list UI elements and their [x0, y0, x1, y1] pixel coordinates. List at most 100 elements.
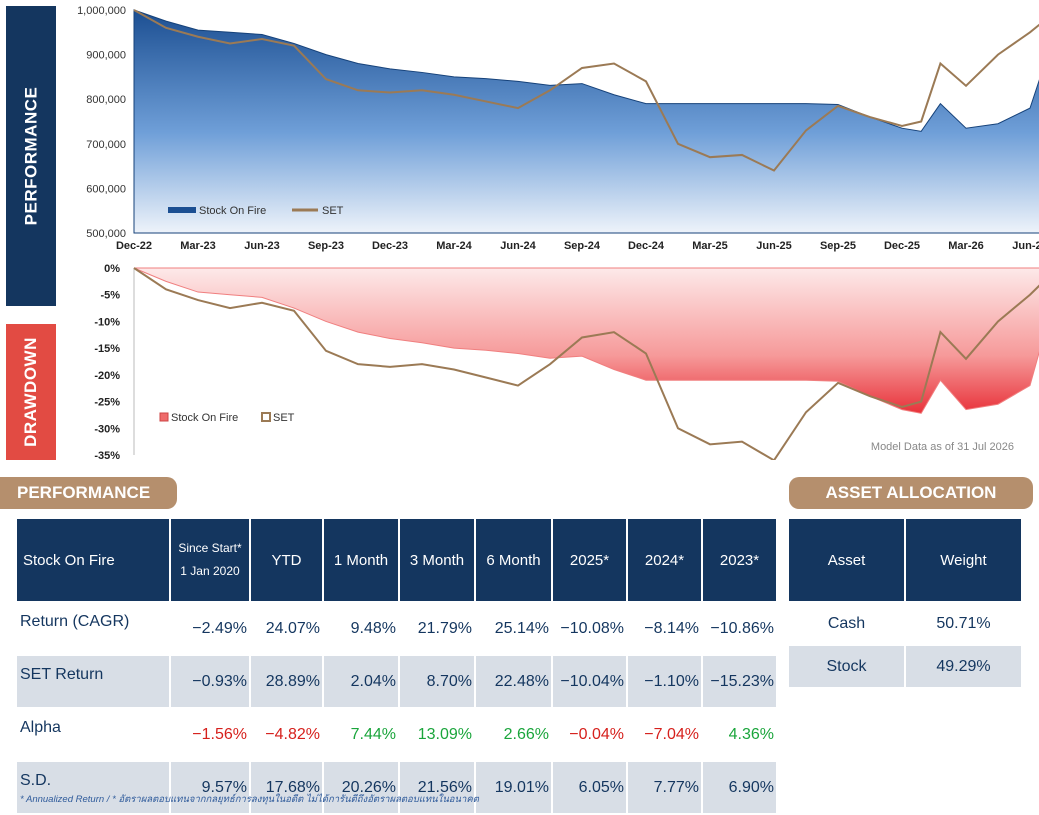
- perf-x-tick-label: Sep-24: [564, 240, 601, 252]
- dd-y-tick-label: -15%: [94, 343, 120, 355]
- table-cell: 20.26%: [324, 762, 398, 813]
- table-cell: 6.05%: [553, 762, 626, 813]
- col-header-ytd: YTD: [251, 519, 322, 601]
- perf-x-tick-label: Jun-23: [244, 240, 279, 252]
- footnote: * Annualized Return / * อัตราผลตอบแทนจาก…: [20, 794, 479, 805]
- table-cell: 13.09%: [400, 709, 474, 760]
- allocation-row: Stock 49.29%: [789, 646, 1021, 687]
- allocation-asset-cell: Stock: [789, 646, 904, 687]
- table-cell: 17.68%: [251, 762, 322, 813]
- perf-x-tick-label: Sep-23: [308, 240, 344, 252]
- drawdown-chart: 0% -5% -10% -15% -20% -25% -30% -35% Stock On Fi…: [94, 263, 1039, 460]
- asset-allocation-header: ASSET ALLOCATION: [789, 477, 1033, 509]
- table-cell: 2.04%: [324, 656, 398, 707]
- allocation-weight-cell: 49.29%: [906, 646, 1021, 687]
- table-cell: −10.04%: [553, 656, 626, 707]
- table-cell: 21.79%: [400, 603, 474, 654]
- dd-y-tick-label: -25%: [94, 397, 120, 409]
- row-label: S.D.: [17, 762, 169, 813]
- dd-legend-swatch-set: [261, 412, 271, 422]
- table-cell: 28.89%: [251, 656, 322, 707]
- table-cell: 24.07%: [251, 603, 322, 654]
- dd-y-tick-label: -5%: [100, 290, 120, 302]
- table-cell: −10.08%: [553, 603, 626, 654]
- table-cell: 9.48%: [324, 603, 398, 654]
- legend-label-set: SET: [322, 205, 344, 217]
- dd-y-tick-label: -20%: [94, 370, 120, 382]
- perf-x-tick-label: Mar-25: [692, 240, 727, 252]
- legend-swatch-stock-on-fire: [168, 207, 196, 213]
- perf-x-tick-label: Mar-24: [436, 240, 472, 252]
- dd-y-tick-label: 0%: [104, 263, 120, 275]
- dd-y-tick-label: -10%: [94, 316, 120, 328]
- row-label: SET Return: [17, 656, 169, 707]
- allocation-row: Cash 50.71%: [789, 603, 1021, 644]
- col-header-6-month: 6 Month: [476, 519, 551, 601]
- dd-y-tick-label: -30%: [94, 423, 120, 435]
- col-header-weight: Weight: [906, 519, 1021, 601]
- allocation-weight-cell: 50.71%: [906, 603, 1021, 644]
- asset-allocation-table: Asset Weight Cash 50.71% Stock 49.29%: [787, 517, 1023, 689]
- legend-label-stock-on-fire: Stock On Fire: [199, 205, 266, 217]
- since-start-label: Since Start*: [178, 541, 242, 555]
- dd-legend-label-set: SET: [273, 412, 295, 424]
- perf-y-tick-label: 1,000,000: [77, 5, 126, 17]
- table-cell: −1.10%: [628, 656, 701, 707]
- table-cell: 22.48%: [476, 656, 551, 707]
- performance-chart: 1,000,000 900,000 800,000 700,000 600,000 500…: [77, 5, 1039, 252]
- table-cell: −7.04%: [628, 709, 701, 760]
- table-cell: 6.90%: [703, 762, 776, 813]
- perf-x-tick-label: Dec-24: [628, 240, 665, 252]
- perf-x-tick-label: Jun-25: [756, 240, 791, 252]
- col-header-2023: 2023*: [703, 519, 776, 601]
- col-header-1-month: 1 Month: [324, 519, 398, 601]
- table-cell: −8.14%: [628, 603, 701, 654]
- table-row: Alpha −1.56% −4.82% 7.44% 13.09% 2.66% −0.04% −…: [17, 709, 776, 760]
- table-cell: 19.01%: [476, 762, 551, 813]
- stock-on-fire-area: [133, 9, 1039, 234]
- table-cell: −2.49%: [171, 603, 249, 654]
- perf-y-tick-label: 500,000: [86, 228, 126, 240]
- perf-y-tick-label: 700,000: [86, 139, 126, 151]
- perf-y-tick-label: 600,000: [86, 183, 126, 195]
- dd-y-tick-label: -35%: [94, 450, 120, 460]
- table-cell: −4.82%: [251, 709, 322, 760]
- col-header-3-month: 3 Month: [400, 519, 474, 601]
- set-line: [133, 9, 1039, 172]
- table-cell: −10.86%: [703, 603, 776, 654]
- table-row: SET Return −0.93% 28.89% 2.04% 8.70% 22.48% −1…: [17, 656, 776, 707]
- perf-x-tick-label: Jun-26: [1012, 240, 1039, 252]
- col-header-2024: 2024*: [628, 519, 701, 601]
- col-header-fund: Stock On Fire: [17, 519, 169, 601]
- performance-header: PERFORMANCE: [0, 477, 177, 509]
- set-drawdown-line: [133, 267, 1039, 460]
- table-cell: −1.56%: [171, 709, 249, 760]
- col-header-asset: Asset: [789, 519, 904, 601]
- perf-x-tick-label: Dec-22: [116, 240, 152, 252]
- perf-x-tick-label: Jun-24: [500, 240, 536, 252]
- table-cell: −0.04%: [553, 709, 626, 760]
- perf-x-tick-label: Mar-23: [180, 240, 215, 252]
- table-cell: 4.36%: [703, 709, 776, 760]
- allocation-asset-cell: Cash: [789, 603, 904, 644]
- perf-y-tick-label: 900,000: [86, 50, 126, 62]
- table-cell: 21.56%: [400, 762, 474, 813]
- performance-side-banner: PERFORMANCE: [6, 6, 56, 306]
- table-cell: 25.14%: [476, 603, 551, 654]
- model-data-annotation: Model Data as of 31 Jul 2026: [871, 441, 1014, 453]
- table-cell: −0.93%: [171, 656, 249, 707]
- table-cell: −15.23%: [703, 656, 776, 707]
- allocation-header-row: Asset Weight: [789, 519, 1021, 601]
- table-cell: 7.44%: [324, 709, 398, 760]
- col-header-since-start: Since Start* 1 Jan 2020: [171, 519, 249, 601]
- table-cell: 7.77%: [628, 762, 701, 813]
- table-cell: 9.57%: [171, 762, 249, 813]
- stock-on-fire-drawdown-area: [133, 267, 1039, 414]
- table-cell: 2.66%: [476, 709, 551, 760]
- performance-table-header-row: Stock On Fire Since Start* 1 Jan 2020 YT…: [17, 519, 776, 601]
- table-row: Return (CAGR) −2.49% 24.07% 9.48% 21.79% 25.1…: [17, 603, 776, 654]
- table-cell: 8.70%: [400, 656, 474, 707]
- perf-x-tick-label: Dec-23: [372, 240, 408, 252]
- row-label: Alpha: [17, 709, 169, 760]
- dd-legend-label-stock-on-fire: Stock On Fire: [171, 412, 238, 424]
